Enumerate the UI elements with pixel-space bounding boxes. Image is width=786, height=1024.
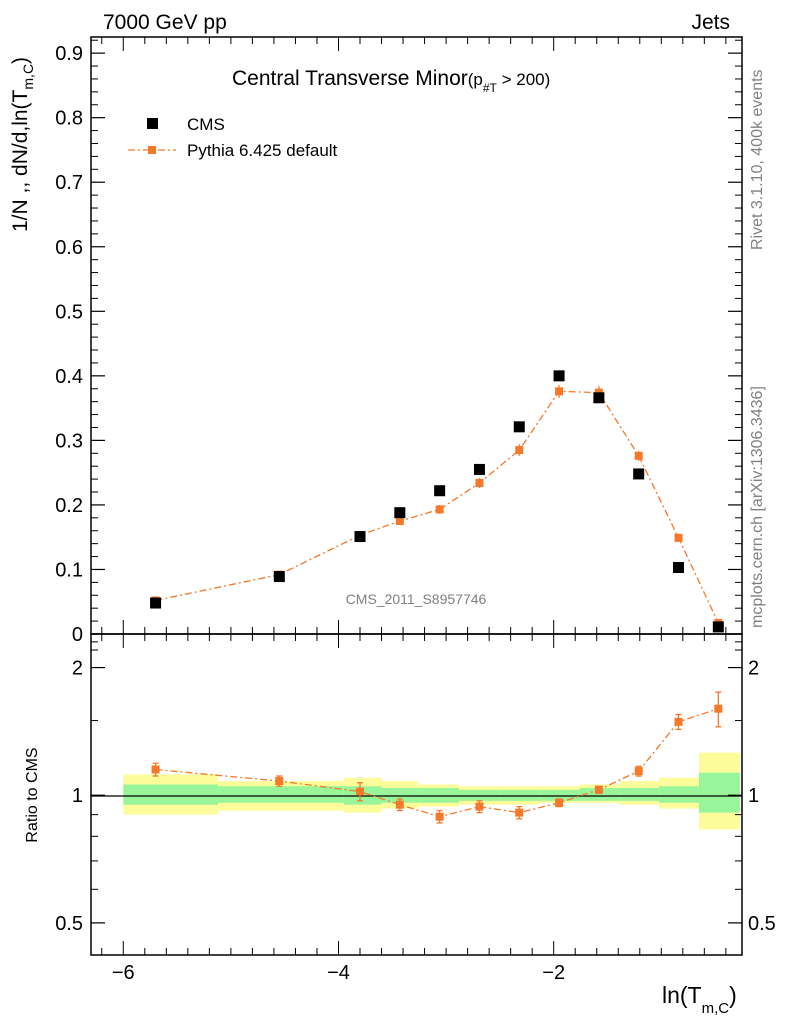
header-right: Jets bbox=[691, 11, 730, 34]
ratio-ytick-label: 2 bbox=[72, 658, 83, 680]
ratio-ytick-label: 1 bbox=[72, 785, 83, 807]
main-ytick-label: 0.3 bbox=[55, 430, 83, 452]
mc-point bbox=[634, 451, 643, 460]
main-ytick-label: 0.9 bbox=[55, 43, 83, 65]
ylabel-main: 1/N ,, dN/d,ln(T bbox=[9, 89, 32, 232]
ratio-point bbox=[515, 808, 524, 817]
cms-point bbox=[273, 571, 285, 583]
mc-point bbox=[475, 478, 484, 487]
legend: CMS Pythia 6.425 default bbox=[128, 115, 338, 160]
ratio-bands bbox=[123, 752, 740, 830]
xlabel-sub: m,C bbox=[702, 1000, 730, 1017]
cms-point bbox=[354, 531, 366, 543]
mc-point bbox=[435, 505, 444, 514]
ratio-frame bbox=[90, 633, 743, 956]
ratio-mc-line bbox=[155, 708, 719, 818]
cms-point bbox=[394, 507, 406, 519]
main-panel: 0 0.1 0.2 0.3 0.4 0.5 0.6 0.7 0.8 0.9 CMS_2011_S8… bbox=[9, 36, 743, 646]
main-ytick-label: 0.4 bbox=[55, 366, 83, 388]
mc-point bbox=[674, 533, 683, 542]
header-left: 7000 GeV pp bbox=[103, 11, 227, 34]
mcplots-label: mcplots.cern.ch [arXiv:1306.3436] bbox=[749, 386, 766, 628]
main-marks bbox=[150, 370, 724, 633]
ratio-point bbox=[395, 800, 404, 809]
band-inner bbox=[539, 789, 580, 801]
band-inner bbox=[579, 788, 620, 801]
main-ytick-label: 0 bbox=[72, 624, 83, 646]
ylabel-sub: m,C bbox=[20, 64, 36, 90]
ratio-point bbox=[594, 785, 603, 794]
ratio-point bbox=[275, 777, 284, 786]
main-ytick-label: 0.7 bbox=[55, 172, 83, 194]
ratio-ylabel: Ratio to CMS bbox=[24, 747, 41, 842]
mc-point bbox=[515, 446, 524, 455]
rivet-label: Rivet 3.1.10, 400k events bbox=[749, 69, 766, 250]
main-axes: 0 0.1 0.2 0.3 0.4 0.5 0.6 0.7 0.8 0.9 bbox=[55, 37, 742, 646]
ratio-xtick-label: −4 bbox=[327, 962, 350, 984]
legend-label-mc: Pythia 6.425 default bbox=[187, 141, 338, 160]
main-ytick-label: 0.8 bbox=[55, 108, 83, 130]
band-inner bbox=[459, 789, 500, 801]
title-sub-prefix: (p bbox=[468, 70, 483, 89]
ratio-axes: 0.5 0.5 1 1 2 2 −6 −4 −2 bbox=[55, 634, 776, 984]
mc-point bbox=[555, 387, 564, 396]
cms-point bbox=[150, 597, 162, 609]
ratio-ytick-label: 0.5 bbox=[55, 913, 83, 935]
cms-point bbox=[513, 421, 525, 433]
ratio-marks bbox=[151, 691, 723, 824]
ratio-xtick-label: −2 bbox=[542, 962, 565, 984]
xlabel-main: ln(T bbox=[662, 982, 702, 1008]
mc-point bbox=[395, 517, 404, 526]
band-inner bbox=[619, 788, 660, 801]
cms-point bbox=[473, 463, 485, 475]
plot-title: Central Transverse Minor(p#T > 200) bbox=[232, 67, 550, 95]
ratio-point bbox=[356, 787, 365, 796]
main-ytick-label: 0.5 bbox=[55, 301, 83, 323]
title-sub-suffix: > 200) bbox=[497, 70, 550, 89]
ratio-panel: 0.5 0.5 1 1 2 2 −6 −4 −2 Ratio to CMS ln(Tm,C) bbox=[24, 633, 776, 1017]
legend-label-cms: CMS bbox=[187, 115, 225, 134]
title-sub-index: #T bbox=[483, 81, 498, 95]
legend-marker-mc bbox=[148, 146, 156, 154]
xlabel-close: ) bbox=[729, 982, 737, 1008]
cms-point bbox=[593, 392, 605, 404]
watermark: CMS_2011_S8957746 bbox=[346, 591, 487, 607]
ratio-xlabel: ln(Tm,C) bbox=[662, 982, 737, 1017]
ratio-ytick-label-right: 2 bbox=[748, 658, 759, 680]
ratio-xtick-label: −6 bbox=[112, 962, 135, 984]
ratio-point bbox=[151, 765, 160, 774]
main-ytick-label: 0.1 bbox=[55, 559, 83, 581]
ratio-point bbox=[634, 767, 643, 776]
cms-point bbox=[553, 370, 565, 382]
main-ytick-label: 0.2 bbox=[55, 495, 83, 517]
title-main: Central Transverse Minor bbox=[232, 67, 468, 90]
cms-point bbox=[673, 562, 685, 574]
ratio-ytick-label-right: 0.5 bbox=[748, 913, 776, 935]
band-inner bbox=[698, 772, 740, 813]
ylabel-close: ) bbox=[9, 57, 32, 64]
cms-point bbox=[633, 468, 645, 480]
cms-point bbox=[712, 621, 724, 633]
main-ylabel: 1/N ,, dN/d,ln(Tm,C) bbox=[9, 57, 36, 232]
ratio-point bbox=[435, 812, 444, 821]
band-inner bbox=[123, 784, 218, 805]
ratio-point bbox=[714, 704, 723, 713]
ratio-ytick-label-right: 1 bbox=[748, 785, 759, 807]
legend-marker-cms bbox=[147, 118, 158, 129]
mc-line bbox=[155, 390, 719, 624]
main-ytick-label: 0.6 bbox=[55, 237, 83, 259]
cms-point bbox=[434, 485, 446, 497]
band-inner bbox=[499, 789, 540, 801]
ratio-point bbox=[475, 802, 484, 811]
band-inner bbox=[659, 786, 699, 803]
band-inner bbox=[217, 786, 344, 803]
ratio-point bbox=[674, 717, 683, 726]
ratio-point bbox=[555, 798, 564, 807]
